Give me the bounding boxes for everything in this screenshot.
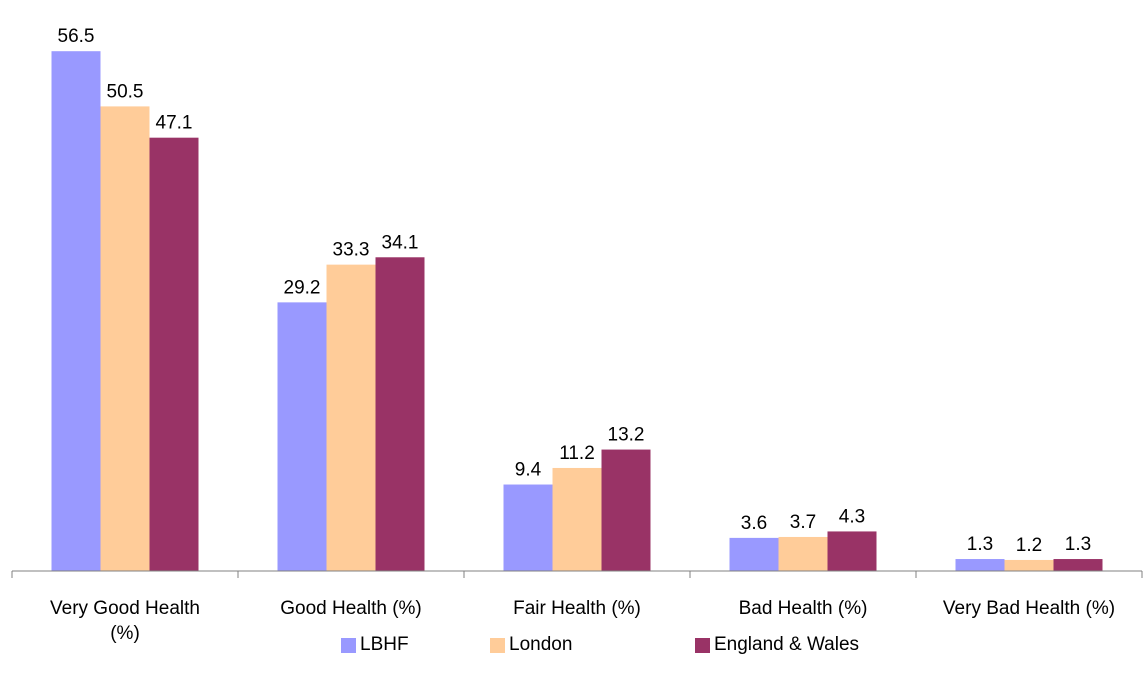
value-label-london-very-good-health: 50.5 <box>107 81 144 102</box>
legend: LBHF London England & Wales <box>0 634 1144 658</box>
category-label-very-bad-health: Very Bad Health (%) <box>943 598 1115 619</box>
value-label-england-wales-very-good-health: 47.1 <box>156 113 193 134</box>
value-label-england-wales-very-bad-health: 1.3 <box>1065 534 1091 555</box>
value-labels-layer: 56.5 50.5 47.1 29.2 33.3 34.1 9.4 11.2 13.2 3.6 3.… <box>58 26 1092 556</box>
bar-london-fair-health <box>552 467 602 571</box>
bars-layer <box>51 51 1103 572</box>
value-label-london-very-bad-health: 1.2 <box>1016 535 1042 556</box>
legend-label-england-wales: England & Wales <box>714 634 860 655</box>
value-label-england-wales-good-health: 34.1 <box>382 232 419 253</box>
legend-swatch-england-wales <box>695 637 710 653</box>
bar-england-wales-bad-health <box>827 531 877 571</box>
value-label-england-wales-bad-health: 4.3 <box>839 506 865 527</box>
bar-england-wales-fair-health <box>601 449 651 571</box>
category-label-very-good-health: Very Good Health (%) <box>50 598 200 644</box>
bar-england-wales-very-good-health <box>149 137 199 571</box>
value-label-lbhf-good-health: 29.2 <box>284 277 321 298</box>
bar-lbhf-very-bad-health <box>955 559 1005 571</box>
category-label-bad-health: Bad Health (%) <box>739 598 868 619</box>
value-label-england-wales-fair-health: 13.2 <box>608 425 645 446</box>
x-axis <box>11 570 1143 578</box>
legend-swatch-lbhf <box>341 637 356 653</box>
legend-item-england-wales: England & Wales <box>695 634 859 656</box>
bar-england-wales-good-health <box>375 257 425 571</box>
legend-label-lbhf: LBHF <box>360 634 409 655</box>
bar-lbhf-good-health <box>277 302 327 571</box>
bar-england-wales-very-bad-health <box>1053 559 1103 571</box>
value-label-london-good-health: 33.3 <box>333 240 370 261</box>
value-label-london-fair-health: 11.2 <box>559 443 595 464</box>
legend-item-lbhf: LBHF <box>341 634 409 656</box>
legend-item-london: London <box>490 634 572 656</box>
bar-lbhf-bad-health <box>729 537 779 571</box>
value-label-lbhf-very-bad-health: 1.3 <box>967 534 993 555</box>
value-label-lbhf-very-good-health: 56.5 <box>58 26 95 47</box>
bar-london-very-bad-health <box>1004 559 1054 571</box>
value-label-london-bad-health: 3.7 <box>790 512 816 533</box>
legend-swatch-london <box>490 637 505 653</box>
category-label-fair-health: Fair Health (%) <box>513 598 641 619</box>
category-labels-layer: Very Good Health (%) Good Health (%) Fair H… <box>50 598 1115 644</box>
category-label-good-health: Good Health (%) <box>280 598 422 619</box>
bar-london-bad-health <box>778 536 828 571</box>
bar-lbhf-fair-health <box>503 484 553 571</box>
bar-lbhf-very-good-health <box>51 51 101 571</box>
legend-label-london: London <box>509 634 573 655</box>
value-label-lbhf-bad-health: 3.6 <box>741 513 767 534</box>
value-label-lbhf-fair-health: 9.4 <box>515 460 542 481</box>
bar-london-very-good-health <box>100 106 150 572</box>
bar-london-good-health <box>326 264 376 571</box>
